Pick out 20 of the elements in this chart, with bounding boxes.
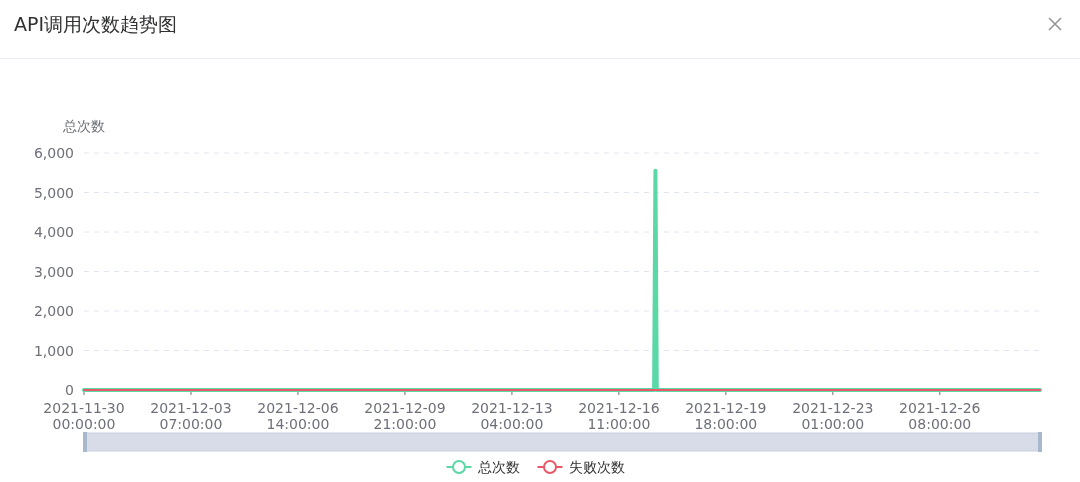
x-tick-label: 2021-12-19 18:00:00 xyxy=(685,400,767,432)
x-tick-label: 2021-12-23 01:00:00 xyxy=(792,400,874,432)
x-tick-label: 2021-12-06 14:00:00 xyxy=(257,400,339,432)
y-tick-label: 2,000 xyxy=(33,303,74,319)
x-tick-label: 2021-11-30 00:00:00 xyxy=(43,400,125,432)
y-tick-label: 0 xyxy=(65,382,74,398)
x-tick-label: 2021-12-03 07:00:00 xyxy=(150,400,232,432)
legend-label: 失败次数 xyxy=(568,459,625,475)
y-axis-title: 总次数 xyxy=(62,118,105,134)
y-tick-label: 5,000 xyxy=(33,184,74,201)
y-tick-label: 4,000 xyxy=(33,224,74,240)
x-tick-label: 2021-12-16 11:00:00 xyxy=(578,400,660,432)
x-tick-label: 2021-12-13 04:00:00 xyxy=(471,400,553,432)
legend-label: 总次数 xyxy=(476,459,520,475)
x-tick-label: 2021-12-09 21:00:00 xyxy=(364,400,446,432)
y-tick-label: 1,000 xyxy=(33,342,74,359)
x-tick-label: 2021-12-26 08:00:00 xyxy=(899,400,981,432)
y-tick-label: 3,000 xyxy=(33,263,74,280)
y-tick-label: 6,000 xyxy=(33,145,74,161)
chart-title: API调用次数趋势图 xyxy=(14,13,178,35)
